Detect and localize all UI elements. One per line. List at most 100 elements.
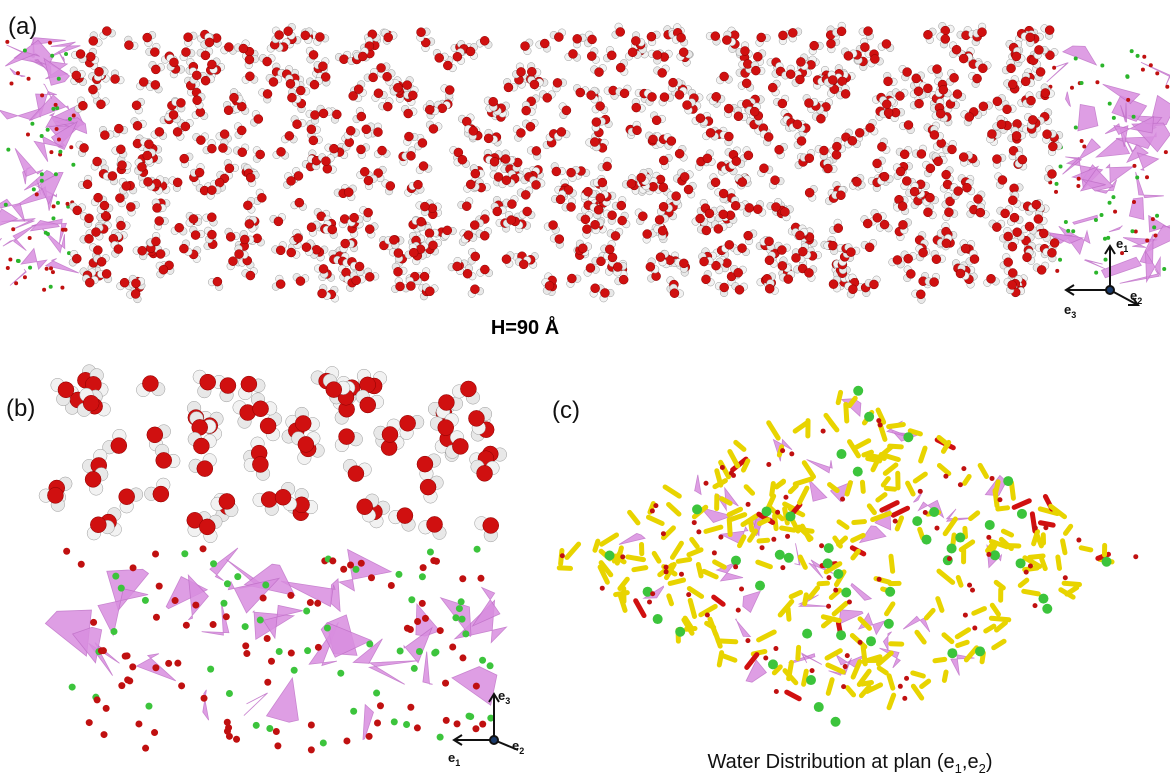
oxygen bbox=[1039, 229, 1048, 238]
ion bbox=[760, 545, 765, 550]
water-stick bbox=[789, 662, 792, 678]
oxygen bbox=[169, 110, 178, 119]
ion bbox=[49, 150, 53, 154]
oxygen bbox=[753, 52, 762, 61]
ion bbox=[420, 564, 427, 571]
ion bbox=[650, 591, 655, 596]
ion bbox=[44, 231, 48, 235]
ion bbox=[947, 648, 957, 658]
water-stick bbox=[669, 596, 672, 604]
oxygen bbox=[197, 461, 213, 477]
oxygen bbox=[502, 176, 511, 185]
water-stick bbox=[715, 562, 725, 567]
oxygen bbox=[354, 85, 363, 94]
oxygen bbox=[252, 456, 268, 472]
oxygen bbox=[493, 207, 502, 216]
oxygen bbox=[532, 180, 541, 189]
ion bbox=[745, 638, 750, 643]
ion bbox=[785, 511, 795, 521]
water-stick bbox=[890, 446, 902, 447]
tetrahedron bbox=[1066, 92, 1071, 107]
water-stick bbox=[602, 535, 617, 544]
oxygen bbox=[771, 203, 780, 212]
oxygen bbox=[784, 275, 793, 284]
oxygen bbox=[1050, 238, 1059, 247]
caption: Water Distribution at plan (e1,e2) bbox=[708, 751, 993, 776]
oxygen bbox=[382, 426, 398, 442]
oxygen bbox=[722, 36, 731, 45]
oxygen bbox=[705, 209, 714, 218]
oxygen bbox=[102, 27, 111, 36]
oxygen bbox=[153, 203, 162, 212]
oxygen bbox=[502, 255, 511, 264]
oxygen bbox=[173, 178, 182, 187]
oxygen bbox=[1010, 213, 1019, 222]
ion bbox=[56, 201, 60, 205]
oxygen bbox=[706, 128, 715, 137]
oxygen bbox=[118, 161, 127, 170]
ion bbox=[243, 650, 250, 657]
ion bbox=[397, 647, 404, 654]
ion bbox=[472, 725, 479, 732]
water-stick bbox=[992, 605, 998, 614]
ion bbox=[1082, 145, 1086, 149]
oxygen bbox=[828, 75, 837, 84]
ion bbox=[459, 575, 466, 582]
oxygen bbox=[458, 155, 467, 164]
oxygen bbox=[903, 68, 912, 77]
oxygen bbox=[88, 85, 97, 94]
oxygen bbox=[974, 195, 983, 204]
ion bbox=[320, 739, 327, 746]
water-stick bbox=[819, 583, 827, 584]
water-stick bbox=[595, 541, 598, 550]
ion bbox=[129, 663, 136, 670]
oxygen bbox=[307, 223, 316, 232]
oxygen bbox=[389, 235, 398, 244]
oxygen bbox=[997, 120, 1006, 129]
oxygen bbox=[647, 32, 656, 41]
ion bbox=[142, 745, 149, 752]
ion bbox=[374, 719, 381, 726]
oxygen bbox=[987, 274, 996, 283]
oxygen bbox=[797, 136, 806, 145]
ion bbox=[350, 708, 357, 715]
ion bbox=[731, 556, 741, 566]
oxygen bbox=[339, 55, 348, 64]
ion bbox=[1080, 139, 1084, 143]
oxygen bbox=[600, 288, 609, 297]
water-stick bbox=[795, 479, 811, 484]
water-stick bbox=[567, 544, 579, 557]
ion bbox=[452, 614, 459, 621]
oxygen bbox=[100, 201, 109, 210]
ion bbox=[824, 543, 834, 553]
ion bbox=[45, 267, 49, 271]
oxygen bbox=[318, 62, 327, 71]
oxygen bbox=[543, 93, 552, 102]
oxygen bbox=[703, 154, 712, 163]
oxygen bbox=[659, 156, 668, 165]
oxygen bbox=[711, 32, 720, 41]
oxygen bbox=[356, 145, 365, 154]
oxygen bbox=[286, 79, 295, 88]
oxygen bbox=[545, 281, 554, 290]
oxygen bbox=[1012, 131, 1021, 140]
oxygen bbox=[425, 229, 434, 238]
oxygen bbox=[992, 223, 1001, 232]
oxygen bbox=[413, 180, 422, 189]
ion bbox=[1100, 63, 1104, 67]
oxygen bbox=[696, 214, 705, 223]
oxygen bbox=[638, 212, 647, 221]
oxygen bbox=[904, 121, 913, 130]
water-stick bbox=[1063, 541, 1065, 553]
ion bbox=[226, 733, 233, 740]
oxygen bbox=[184, 33, 193, 42]
ion bbox=[443, 717, 450, 724]
oxygen bbox=[517, 67, 526, 76]
oxygen bbox=[287, 93, 296, 102]
ion bbox=[366, 733, 373, 740]
ion bbox=[746, 502, 751, 507]
ion bbox=[60, 286, 64, 290]
oxygen bbox=[893, 255, 902, 264]
oxygen bbox=[169, 58, 178, 67]
ion bbox=[833, 588, 838, 593]
